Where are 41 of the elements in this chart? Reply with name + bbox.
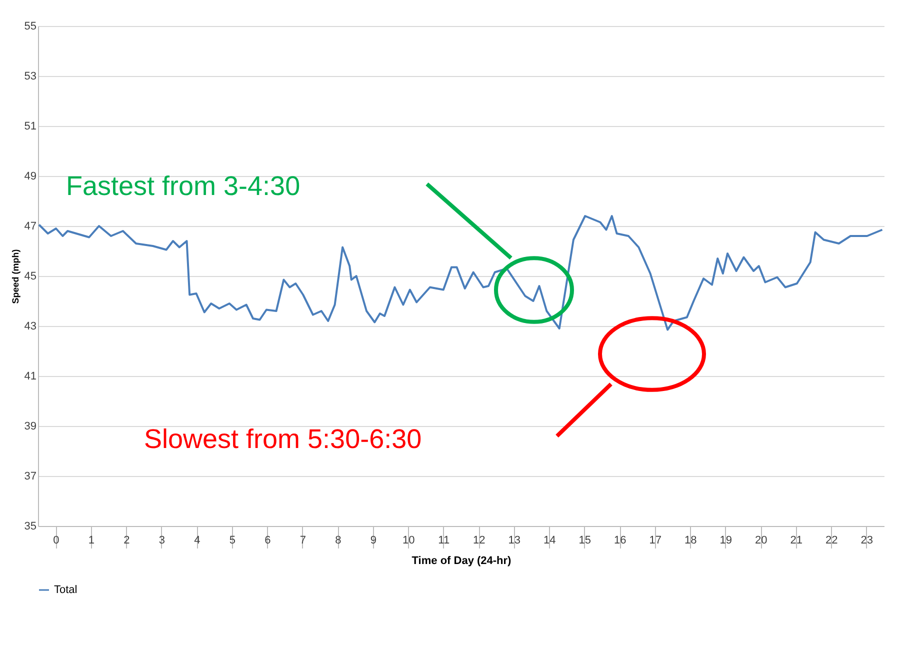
y-tick-label: 37 bbox=[24, 470, 36, 482]
y-tick-label: 53 bbox=[24, 70, 36, 82]
x-axis-title: Time of Day (24-hr) bbox=[412, 555, 512, 567]
y-tick-label: 43 bbox=[24, 320, 36, 332]
x-tick-label: 1 bbox=[88, 534, 94, 546]
y-tick-label: 45 bbox=[24, 270, 36, 282]
y-tick-label: 41 bbox=[24, 370, 36, 382]
x-tick-label: 13 bbox=[508, 534, 520, 546]
x-tick-label: 5 bbox=[229, 534, 236, 546]
x-tick-label: 17 bbox=[649, 534, 662, 546]
x-tick-label: 7 bbox=[300, 534, 306, 546]
x-tick-label: 20 bbox=[755, 534, 768, 546]
x-tick-label: 4 bbox=[194, 534, 200, 546]
y-tick-label: 55 bbox=[24, 20, 36, 32]
x-tick-label: 8 bbox=[335, 534, 342, 546]
y-tick-label: 49 bbox=[24, 170, 36, 182]
x-tick-label: 3 bbox=[158, 534, 165, 546]
line-series bbox=[38, 215, 884, 331]
annotation: Slowest from 5:30-6:30 bbox=[144, 424, 422, 454]
legend-label: Total bbox=[54, 584, 78, 596]
y-tick-label: 47 bbox=[24, 220, 36, 232]
x-tick-label: 6 bbox=[264, 534, 271, 546]
x-tick-label: 19 bbox=[720, 534, 732, 546]
x-tick-label: 11 bbox=[438, 534, 450, 546]
x-tick-label: 22 bbox=[826, 534, 838, 546]
x-tick-label: 10 bbox=[402, 534, 415, 546]
y-tick-label: 35 bbox=[24, 520, 36, 532]
x-tick-label: 21 bbox=[790, 534, 802, 546]
x-tick-label: 16 bbox=[614, 534, 626, 546]
x-tick-label: 15 bbox=[578, 534, 591, 546]
y-tick-label: 51 bbox=[24, 120, 36, 132]
annotation: Fastest from 3-4:30 bbox=[66, 171, 300, 201]
x-tick-label: 14 bbox=[544, 534, 556, 546]
y-axis-title: Speed (mph) bbox=[10, 249, 20, 304]
x-tick-label: 2 bbox=[124, 534, 130, 546]
x-tick-label: 0 bbox=[53, 534, 60, 546]
y-tick-label: 39 bbox=[24, 420, 36, 432]
x-tick-label: 18 bbox=[684, 534, 697, 546]
x-tick-label: 23 bbox=[860, 534, 873, 546]
x-tick-label: 12 bbox=[473, 534, 486, 546]
x-tick-label: 9 bbox=[370, 534, 376, 546]
